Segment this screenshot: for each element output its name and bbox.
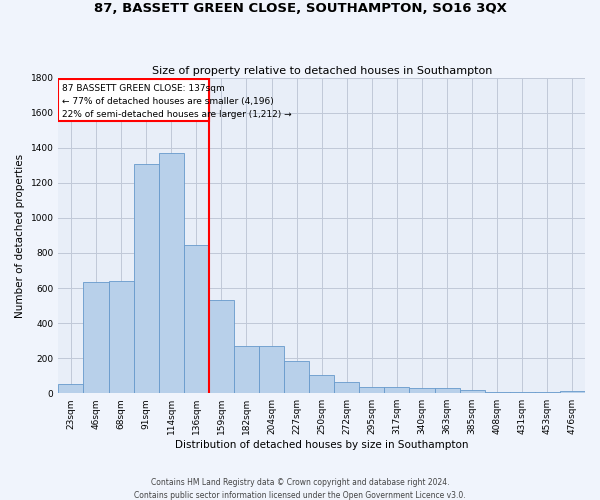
Bar xyxy=(460,390,485,393)
Bar xyxy=(83,282,109,393)
Bar xyxy=(134,164,159,393)
Y-axis label: Number of detached properties: Number of detached properties xyxy=(15,154,25,318)
Bar xyxy=(359,386,385,393)
Bar xyxy=(259,346,284,393)
Bar xyxy=(109,281,134,393)
Bar xyxy=(234,346,259,393)
X-axis label: Distribution of detached houses by size in Southampton: Distribution of detached houses by size … xyxy=(175,440,469,450)
Bar xyxy=(560,391,585,393)
Bar xyxy=(334,382,359,393)
Bar xyxy=(485,392,510,393)
Bar xyxy=(385,386,409,393)
Bar xyxy=(209,300,234,393)
Bar xyxy=(510,392,535,393)
Bar xyxy=(184,245,209,393)
Text: ← 77% of detached houses are smaller (4,196): ← 77% of detached houses are smaller (4,… xyxy=(62,98,274,106)
Bar xyxy=(284,361,309,393)
Text: Contains HM Land Registry data © Crown copyright and database right 2024.
Contai: Contains HM Land Registry data © Crown c… xyxy=(134,478,466,500)
Bar xyxy=(58,80,209,120)
Text: 22% of semi-detached houses are larger (1,212) →: 22% of semi-detached houses are larger (… xyxy=(62,110,292,119)
Text: 87 BASSETT GREEN CLOSE: 137sqm: 87 BASSETT GREEN CLOSE: 137sqm xyxy=(62,84,225,94)
Bar xyxy=(309,375,334,393)
Title: Size of property relative to detached houses in Southampton: Size of property relative to detached ho… xyxy=(152,66,492,76)
Bar xyxy=(409,388,434,393)
Bar xyxy=(434,388,460,393)
Bar xyxy=(535,392,560,393)
Bar xyxy=(159,153,184,393)
Text: 87, BASSETT GREEN CLOSE, SOUTHAMPTON, SO16 3QX: 87, BASSETT GREEN CLOSE, SOUTHAMPTON, SO… xyxy=(94,2,506,16)
Bar xyxy=(58,384,83,393)
